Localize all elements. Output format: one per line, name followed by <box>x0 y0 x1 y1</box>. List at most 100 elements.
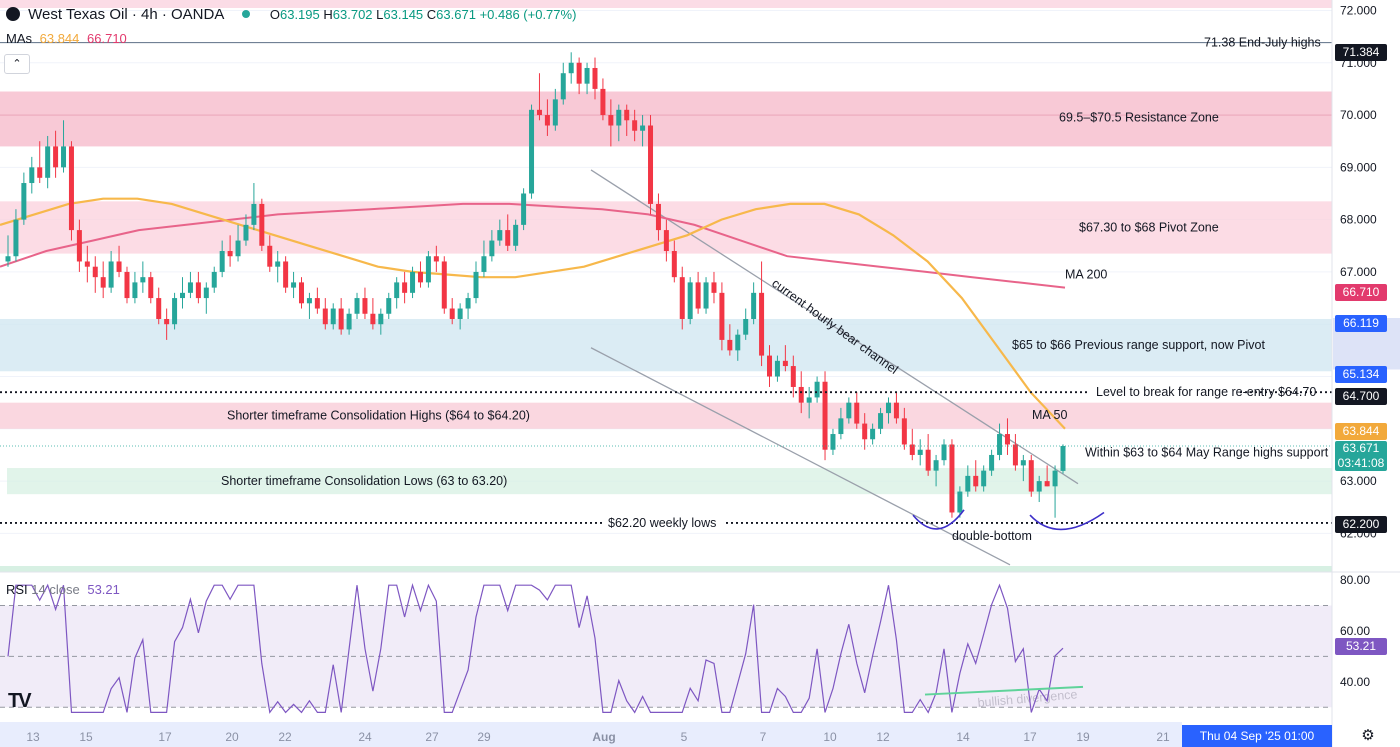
collapse-legend-button[interactable]: ⌃ <box>4 54 30 74</box>
mas-legend[interactable]: MAs 63.844 66.710 <box>6 31 127 46</box>
candle-body <box>536 109 542 116</box>
rsi-value: 53.21 <box>87 582 120 597</box>
candle-body <box>584 67 590 84</box>
candle-body <box>671 251 677 278</box>
candle-body <box>394 282 400 299</box>
candle-body <box>529 109 535 194</box>
rsi-line <box>7 582 1064 714</box>
symbol-header[interactable]: West Texas Oil · 4h · OANDA O63.195 H63.… <box>6 6 576 23</box>
candle-body <box>425 256 431 283</box>
settings-icon[interactable]: ⚙ <box>1361 727 1375 744</box>
candle-body <box>925 449 931 471</box>
candle-body <box>489 240 495 257</box>
candle-body <box>973 475 979 487</box>
candle-body <box>100 277 106 288</box>
candle-body <box>576 62 582 84</box>
candle-body <box>45 146 51 178</box>
candle-body <box>521 193 527 225</box>
candle-body <box>965 475 971 492</box>
cons-highs-annotation: Shorter timeframe Consolidation Highs ($… <box>227 409 530 423</box>
candle-body <box>1036 481 1042 492</box>
last-price-tag: 63.671 03:41:08 <box>1335 441 1387 471</box>
candle-body <box>862 423 868 440</box>
candle-body <box>441 261 447 309</box>
candle-body <box>417 271 423 283</box>
candle-body <box>846 402 852 419</box>
candle-body <box>798 386 804 403</box>
candle-body <box>893 402 899 419</box>
end-july-price-tag: 71.384 <box>1335 44 1387 61</box>
candle-body <box>838 418 844 435</box>
double-bottom-annotation: double-bottom <box>952 529 1032 543</box>
candle-body <box>235 240 241 257</box>
ma50-line <box>0 197 1066 430</box>
symbol-title: West Texas Oil · 4h · OANDA <box>28 6 224 23</box>
cons-lows-annotation: Shorter timeframe Consolidation Lows (63… <box>221 474 507 488</box>
candle-body <box>1004 434 1010 445</box>
rsi-legend[interactable]: RSI 14 close 53.21 <box>6 582 120 597</box>
candle-body <box>751 292 757 319</box>
candle-body <box>275 261 281 267</box>
candle-body <box>378 313 384 325</box>
bar-countdown: 03:41:08 <box>1337 456 1385 470</box>
candle-body <box>957 491 963 513</box>
candle-body <box>790 366 796 387</box>
candle-body <box>108 261 114 288</box>
zone-bottom-price-tag: 65.134 <box>1335 366 1387 383</box>
close-value: 63.671 <box>436 7 476 22</box>
candle-body <box>560 73 566 100</box>
candle-body <box>782 360 788 367</box>
candle-body <box>148 277 154 299</box>
candle-body <box>465 298 471 309</box>
candle-body <box>941 444 947 461</box>
candle-body <box>624 109 630 121</box>
zone-3 <box>0 402 1332 429</box>
candle-body <box>1060 446 1066 471</box>
candle-body <box>687 282 693 319</box>
candle-body <box>1044 481 1050 487</box>
candle-body <box>370 313 376 325</box>
candle-body <box>759 292 765 356</box>
moving-averages <box>0 197 1066 430</box>
candle-body <box>1020 460 1026 466</box>
oanda-logo-icon <box>6 7 20 21</box>
candle-body <box>949 444 955 513</box>
candle-body <box>132 282 138 299</box>
price-tick-label: 67.000 <box>1340 265 1377 279</box>
candle-body <box>711 282 717 293</box>
candle-body <box>703 282 709 309</box>
candle-body <box>322 308 328 325</box>
candle-body <box>632 120 638 131</box>
candle-body <box>608 115 614 126</box>
candle-body <box>53 146 59 168</box>
candle-body <box>497 230 503 241</box>
time-axis-highlight <box>0 722 1182 747</box>
crosshair-date-label: Thu 04 Sep '25 01:00 <box>1182 725 1332 747</box>
candle-body <box>267 245 273 267</box>
may-range-annotation: Within $63 to $64 May Range highs suppor… <box>1085 445 1329 459</box>
chevron-up-icon: ⌃ <box>12 58 22 70</box>
rsi-tick-label: 80.00 <box>1340 573 1370 587</box>
candle-body <box>203 287 209 299</box>
candle-body <box>314 298 320 309</box>
market-status-icon <box>241 10 250 18</box>
ma50-value: 63.844 <box>39 31 80 46</box>
prev-range-annotation: $65 to $66 Previous range support, now P… <box>1012 338 1265 352</box>
candle-body <box>917 449 923 455</box>
candle-body <box>259 203 265 246</box>
candle-body <box>870 428 876 440</box>
mas-label: MAs <box>6 31 32 46</box>
weekly-lows-annotation: $62.20 weekly lows <box>608 516 716 530</box>
candle-body <box>243 224 249 241</box>
candle-body <box>84 261 90 267</box>
candle-body <box>933 460 939 471</box>
tradingview-logo[interactable]: TV <box>8 690 32 712</box>
candle-body <box>774 360 780 377</box>
zone-2 <box>0 318 1332 372</box>
rsi-params: 14 close <box>31 582 80 597</box>
candle-body <box>251 203 257 225</box>
candle-body <box>306 298 312 304</box>
high-value: 63.702 <box>332 7 373 22</box>
candle-body <box>172 298 178 325</box>
